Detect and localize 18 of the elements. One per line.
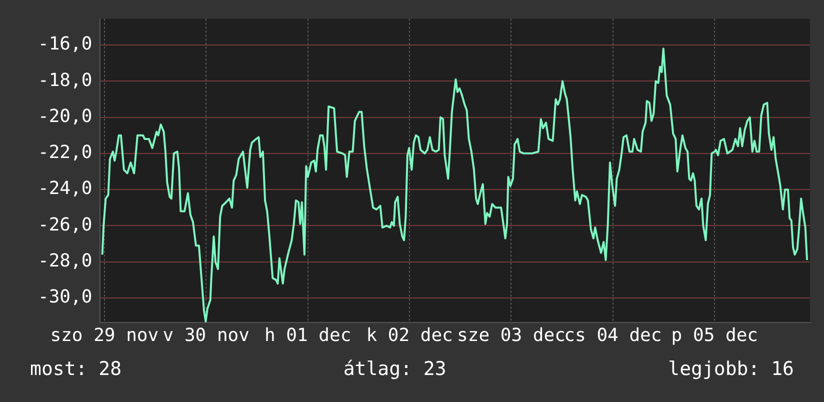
x-tick-label: v 30 nov bbox=[162, 324, 250, 346]
x-tick-label: sze 03 dec bbox=[457, 324, 566, 346]
y-tick-label: -26,0 bbox=[38, 214, 92, 236]
y-tick-label: -20,0 bbox=[38, 106, 92, 127]
x-tick-label: h 01 dec bbox=[264, 324, 352, 346]
text: átlag: 23 bbox=[343, 358, 446, 380]
text: legjobb: 16 bbox=[668, 358, 794, 380]
x-tick-label: p 05 dec bbox=[671, 324, 758, 346]
y-tick-label: -30,0 bbox=[38, 286, 92, 308]
y-tick-label: -16,0 bbox=[38, 34, 92, 55]
y-tick-label: -22,0 bbox=[38, 142, 92, 164]
x-tick-label: cs 04 dec bbox=[564, 324, 662, 346]
x-tick-label: szo 29 nov bbox=[50, 324, 159, 346]
y-tick-label: -28,0 bbox=[38, 250, 92, 272]
y-tick-label: -24,0 bbox=[38, 178, 92, 200]
text: most: 28 bbox=[30, 358, 122, 380]
x-tick-label: k 02 dec bbox=[366, 324, 453, 346]
y-tick-label: -18,0 bbox=[38, 70, 92, 91]
